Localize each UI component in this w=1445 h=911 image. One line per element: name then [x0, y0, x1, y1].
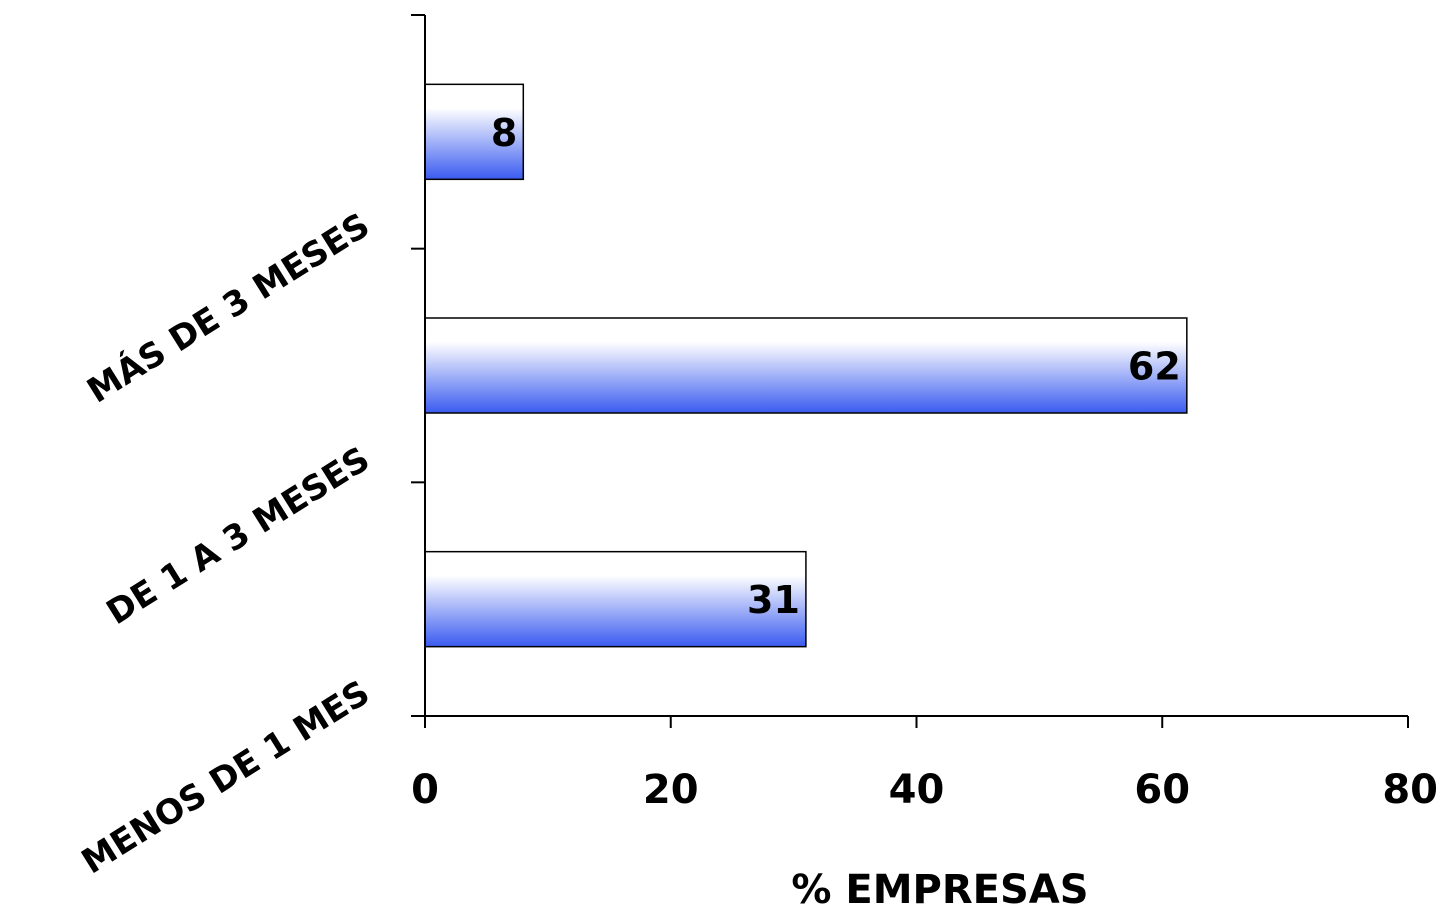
bar-2	[424, 83, 525, 181]
bar-value-label: 62	[1128, 345, 1181, 389]
x-axis-title: % EMPRESAS	[791, 867, 1088, 911]
bars-group	[424, 83, 1188, 648]
category-label: MENOS DE 1 MES	[75, 673, 377, 882]
bar-1	[424, 317, 1188, 414]
axes-group	[411, 14, 1409, 728]
category-label: MÁS DE 3 MESES	[80, 205, 377, 412]
labels-group: 31 MENOS DE 1 MES 62 DE 1 A 3 MESES 8 MÁS DE …	[75, 111, 1438, 882]
bar-0	[424, 550, 807, 648]
x-tick-label: 80	[1382, 767, 1438, 813]
x-tick-label: 60	[1134, 767, 1190, 813]
bar-value-label: 8	[491, 111, 517, 155]
bar-value-label: 31	[747, 578, 800, 622]
x-tick-label: 40	[889, 767, 945, 813]
category-label: DE 1 A 3 MESES	[100, 439, 377, 633]
x-tick-label: 20	[643, 767, 699, 813]
x-tick-label: 0	[411, 767, 439, 813]
